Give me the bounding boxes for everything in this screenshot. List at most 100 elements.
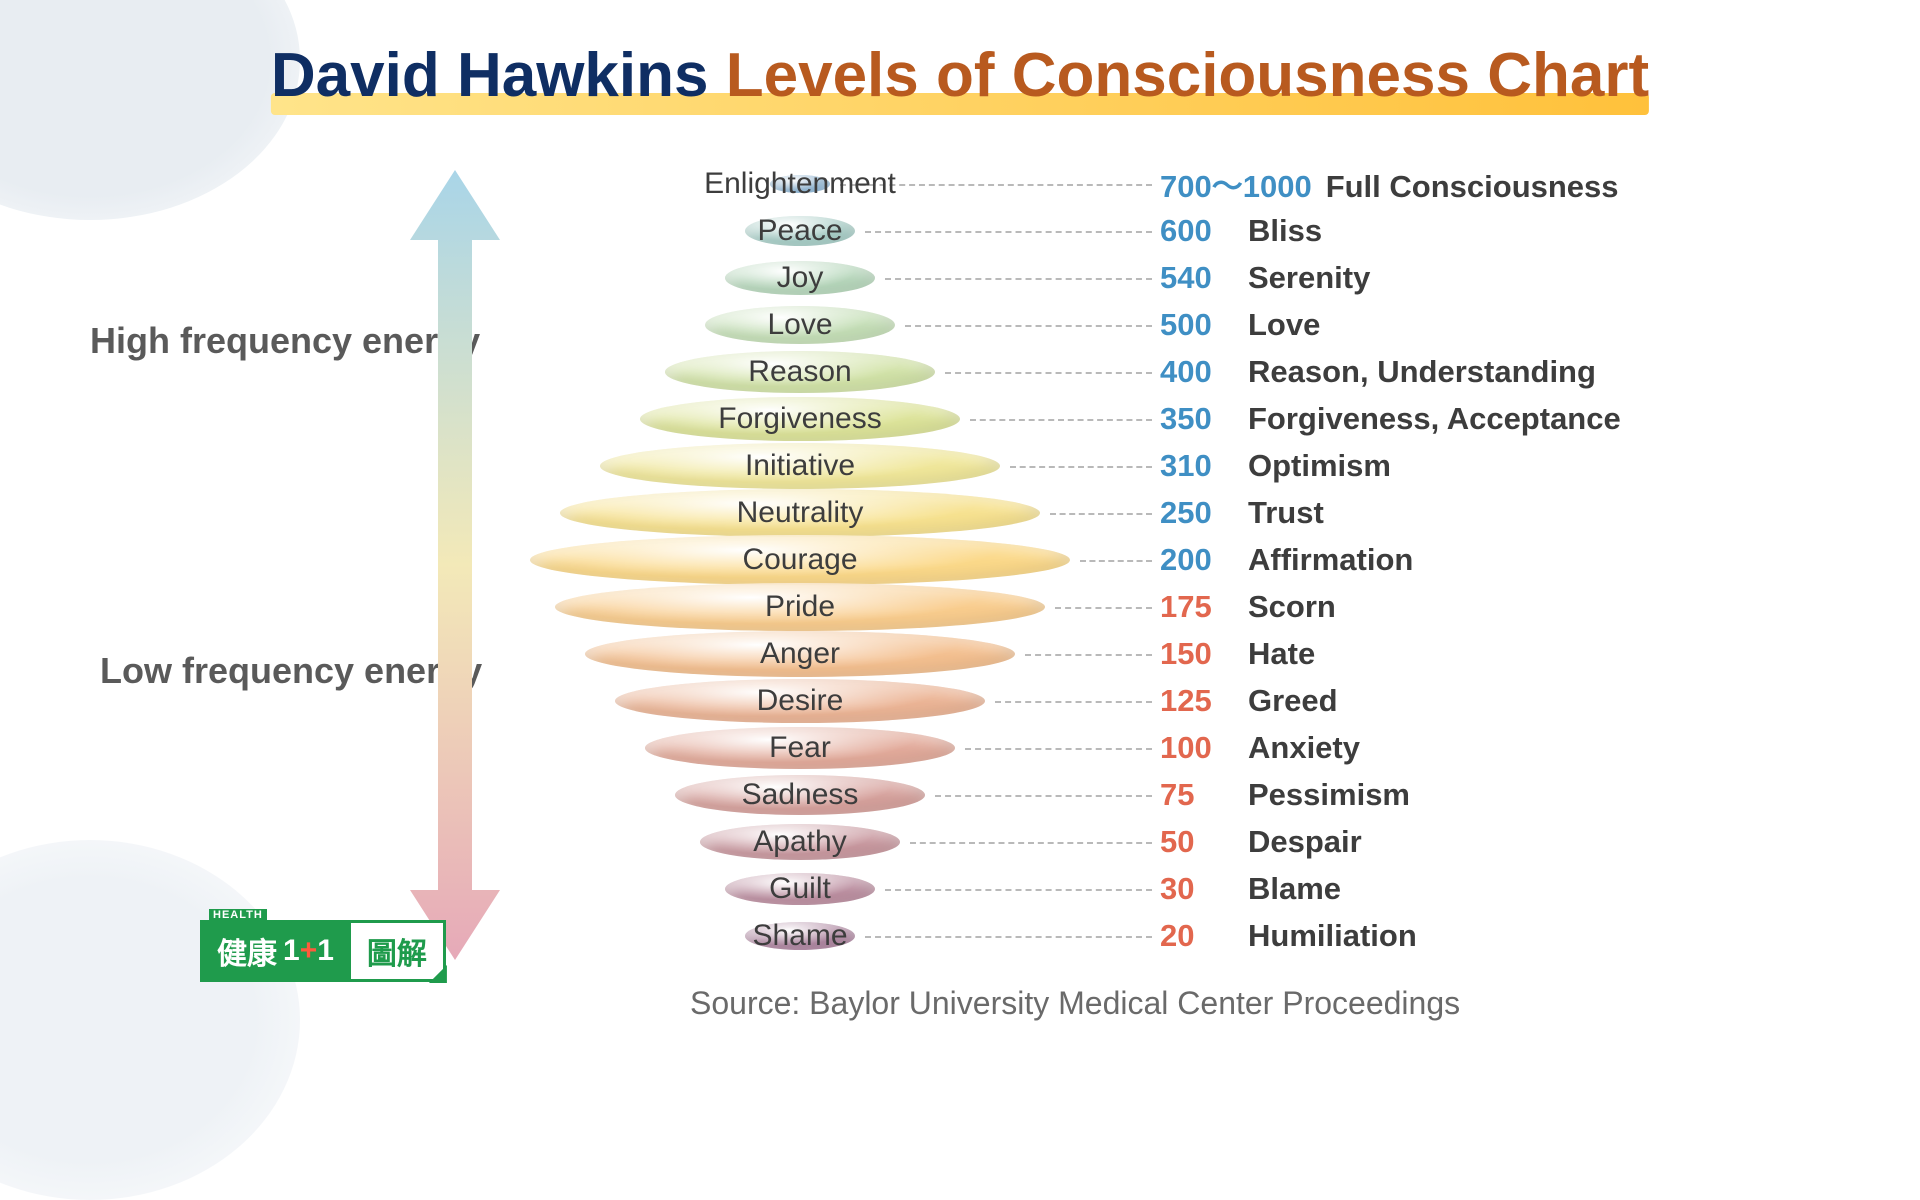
level-name: Forgiveness (520, 402, 1080, 436)
level-name: Joy (520, 261, 1080, 295)
level-detail: 700～1000 Full Consciousness (1160, 161, 1619, 206)
level-value: 400 (1160, 354, 1234, 390)
level-description: Affirmation (1248, 542, 1413, 578)
background-blob-bottom-left (0, 840, 300, 1200)
level-value: 125 (1160, 683, 1234, 719)
level-row: Reason 400 Reason, Understanding (520, 348, 1880, 395)
level-description: Bliss (1248, 213, 1322, 249)
level-detail: 400 Reason, Understanding (1160, 354, 1596, 390)
level-detail: 350 Forgiveness, Acceptance (1160, 401, 1621, 437)
level-row: Sadness 75 Pessimism (520, 771, 1880, 818)
level-value: 75 (1160, 777, 1234, 813)
title-part1: David Hawkins (271, 41, 709, 110)
level-detail: 200 Affirmation (1160, 542, 1413, 578)
level-value: 150 (1160, 636, 1234, 672)
level-detail: 540 Serenity (1160, 260, 1370, 296)
level-row: Joy 540 Serenity (520, 254, 1880, 301)
level-value: 200 (1160, 542, 1234, 578)
consciousness-diagram: Enlightenment700～1000Full ConsciousnessP… (520, 160, 1880, 959)
source-citation: Source: Baylor University Medical Center… (690, 985, 1460, 1022)
level-detail: 600 Bliss (1160, 213, 1322, 249)
level-name: Desire (520, 684, 1080, 718)
logo-text-right: 圖解 (367, 929, 427, 973)
background-blob-top-left (0, 0, 300, 220)
level-value: 500 (1160, 307, 1234, 343)
level-row: Initiative 310 Optimism (520, 442, 1880, 489)
level-name: Reason (520, 355, 1080, 389)
publisher-logo: 健康 1 + 1 圖解 (200, 920, 480, 982)
level-name: Sadness (520, 778, 1080, 812)
level-detail: 250 Trust (1160, 495, 1324, 531)
level-detail: 150 Hate (1160, 636, 1315, 672)
logo-plus-icon: + (300, 934, 318, 968)
level-row: Shame 20Humiliation (520, 912, 1880, 959)
level-description: Greed (1248, 683, 1338, 719)
level-value: 175 (1160, 589, 1234, 625)
level-value: 540 (1160, 260, 1234, 296)
level-description: Optimism (1248, 448, 1391, 484)
title-block: David Hawkins Levels of Consciousness Ch… (271, 40, 1649, 115)
level-name: Guilt (520, 872, 1080, 906)
level-description: Anxiety (1248, 730, 1360, 766)
level-description: Pessimism (1248, 777, 1410, 813)
level-row: Courage 200 Affirmation (520, 536, 1880, 583)
level-description: Reason, Understanding (1248, 354, 1596, 390)
level-detail: 20Humiliation (1160, 918, 1417, 954)
level-name: Courage (520, 543, 1080, 577)
level-description: Love (1248, 307, 1320, 343)
page-title: David Hawkins Levels of Consciousness Ch… (271, 40, 1649, 111)
level-value: 310 (1160, 448, 1234, 484)
level-row: Neutrality 250 Trust (520, 489, 1880, 536)
level-detail: 100 Anxiety (1160, 730, 1360, 766)
level-row: Guilt 30 Blame (520, 865, 1880, 912)
level-detail: 310 Optimism (1160, 448, 1391, 484)
level-row: Apathy 50Despair (520, 818, 1880, 865)
level-value: 250 (1160, 495, 1234, 531)
title-part2: Levels of Consciousness Chart (726, 41, 1649, 110)
level-row: Fear 100 Anxiety (520, 724, 1880, 771)
logo-one-a: 1 (283, 934, 300, 968)
level-name: Love (520, 308, 1080, 342)
level-name: Fear (520, 731, 1080, 765)
level-name: Shame (520, 919, 1080, 953)
level-value: 600 (1160, 213, 1234, 249)
logo-left: 健康 1 + 1 (200, 920, 351, 982)
level-description: Full Consciousness (1326, 169, 1619, 205)
level-description: Blame (1248, 871, 1341, 907)
logo-right: 圖解 (351, 920, 446, 982)
level-value: 30 (1160, 871, 1234, 907)
level-row: Enlightenment 700～1000 Full Consciousness (520, 160, 1880, 207)
level-row: Peace 600 Bliss (520, 207, 1880, 254)
logo-text-left: 健康 (217, 929, 277, 973)
level-description: Serenity (1248, 260, 1370, 296)
level-description: Trust (1248, 495, 1324, 531)
level-description: Humiliation (1248, 918, 1417, 954)
level-detail: 75 Pessimism (1160, 777, 1410, 813)
level-name: Enlightenment (520, 167, 1080, 201)
level-row: Pride 175Scorn (520, 583, 1880, 630)
frequency-arrow (410, 170, 500, 960)
level-row: Anger 150 Hate (520, 630, 1880, 677)
connector-line (1080, 560, 1152, 562)
level-name: Initiative (520, 449, 1080, 483)
level-detail: 125 Greed (1160, 683, 1338, 719)
level-description: Hate (1248, 636, 1315, 672)
level-name: Pride (520, 590, 1080, 624)
level-name: Neutrality (520, 496, 1080, 530)
level-name: Peace (520, 214, 1080, 248)
level-value: 100 (1160, 730, 1234, 766)
level-description: Forgiveness, Acceptance (1248, 401, 1621, 437)
level-row: Desire 125 Greed (520, 677, 1880, 724)
level-row: Forgiveness 350 Forgiveness, Acceptance (520, 395, 1880, 442)
level-value: 350 (1160, 401, 1234, 437)
level-value: 700～1000 (1160, 161, 1312, 206)
level-name: Anger (520, 637, 1080, 671)
level-detail: 175Scorn (1160, 589, 1336, 625)
level-description: Despair (1248, 824, 1362, 860)
level-row: Love 500 Love (520, 301, 1880, 348)
level-detail: 50Despair (1160, 824, 1362, 860)
level-detail: 30 Blame (1160, 871, 1341, 907)
logo-one-b: 1 (317, 934, 334, 968)
level-name: Apathy (520, 825, 1080, 859)
double-arrow-icon (410, 170, 500, 960)
